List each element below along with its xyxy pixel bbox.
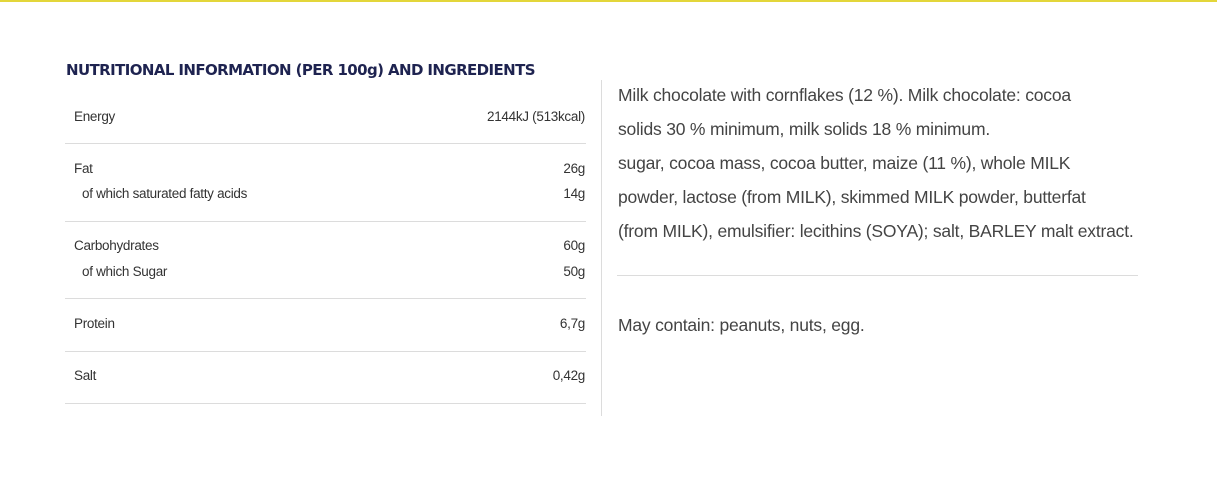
nutrition-group-protein: Protein 6,7g [65, 299, 586, 352]
top-accent-rule [0, 0, 1217, 2]
nutrition-label: Carbohydrates [74, 238, 159, 253]
nutrition-group-energy: Energy 2144kJ (513kcal) [65, 89, 586, 144]
nutrition-label: Fat [74, 161, 93, 176]
nutrition-value: 60g [563, 238, 585, 253]
ingredients-line: sugar, cocoa mass, cocoa butter, maize (… [618, 153, 1071, 173]
nutrition-row-sugar: of which Sugar 50g [65, 262, 586, 282]
nutrition-row-salt: Salt 0,42g [65, 366, 586, 386]
nutrition-row-protein: Protein 6,7g [65, 314, 586, 334]
nutrition-label: Protein [74, 316, 115, 331]
nutrition-value: 0,42g [552, 368, 586, 383]
nutrition-label: Salt [74, 368, 97, 383]
nutrition-label: Energy [74, 109, 115, 124]
nutrition-label: of which saturated fatty acids [82, 186, 248, 201]
ingredients-line: Milk chocolate with cornflakes (12 %). M… [618, 85, 1071, 105]
column-divider [601, 80, 602, 416]
section-title: NUTRITIONAL INFORMATION (PER 100g) AND I… [66, 61, 536, 79]
nutrition-group-fat: Fat 26g of which saturated fatty acids 1… [65, 144, 586, 222]
nutrition-value: 26g [563, 161, 585, 176]
nutrition-row-energy: Energy 2144kJ (513kcal) [65, 107, 586, 127]
nutrition-label: of which Sugar [82, 264, 168, 279]
nutrition-value: 50g [563, 264, 585, 279]
ingredients-line: solids 30 % minimum, milk solids 18 % mi… [618, 119, 991, 139]
nutrition-value: 14g [563, 186, 585, 201]
nutrition-row-carbohydrates: Carbohydrates 60g [65, 236, 586, 256]
ingredients-divider [617, 275, 1138, 276]
ingredients-text: Milk chocolate with cornflakes (12 %). M… [618, 78, 1158, 248]
nutrition-value: 2144kJ (513kcal) [486, 109, 585, 124]
ingredients-line: powder, lactose (from MILK), skimmed MIL… [618, 187, 1086, 207]
nutrition-value: 6,7g [559, 316, 585, 331]
nutrition-row-fat: Fat 26g [65, 159, 586, 179]
nutrition-row-saturated: of which saturated fatty acids 14g [65, 184, 586, 204]
ingredients-line: (from MILK), emulsifier: lecithins (SOYA… [618, 221, 1134, 241]
nutrition-group-salt: Salt 0,42g [65, 352, 586, 404]
nutrition-table: Energy 2144kJ (513kcal) Fat 26g of which… [65, 89, 586, 404]
nutrition-group-carbohydrates: Carbohydrates 60g of which Sugar 50g [65, 222, 586, 299]
allergen-notice: May contain: peanuts, nuts, egg. [618, 315, 865, 335]
